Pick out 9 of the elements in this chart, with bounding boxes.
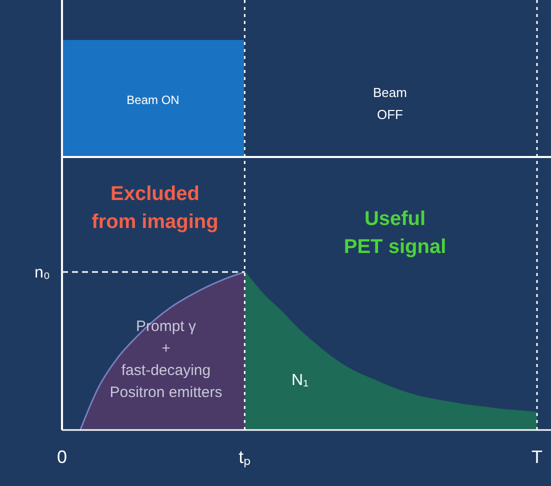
x-tick-label: tₚ: [238, 446, 251, 468]
x-tick-label: T: [532, 446, 542, 467]
x-tick-label: 0: [56, 446, 68, 467]
text: Useful PET signal: [342, 207, 448, 260]
ref-line-label: n₀: [34, 264, 50, 282]
annotation: N₁: [292, 372, 308, 389]
text: Beam OFF: [372, 84, 408, 124]
text: Excluded from imaging: [90, 182, 220, 235]
text: Beam ON: [126, 92, 180, 108]
